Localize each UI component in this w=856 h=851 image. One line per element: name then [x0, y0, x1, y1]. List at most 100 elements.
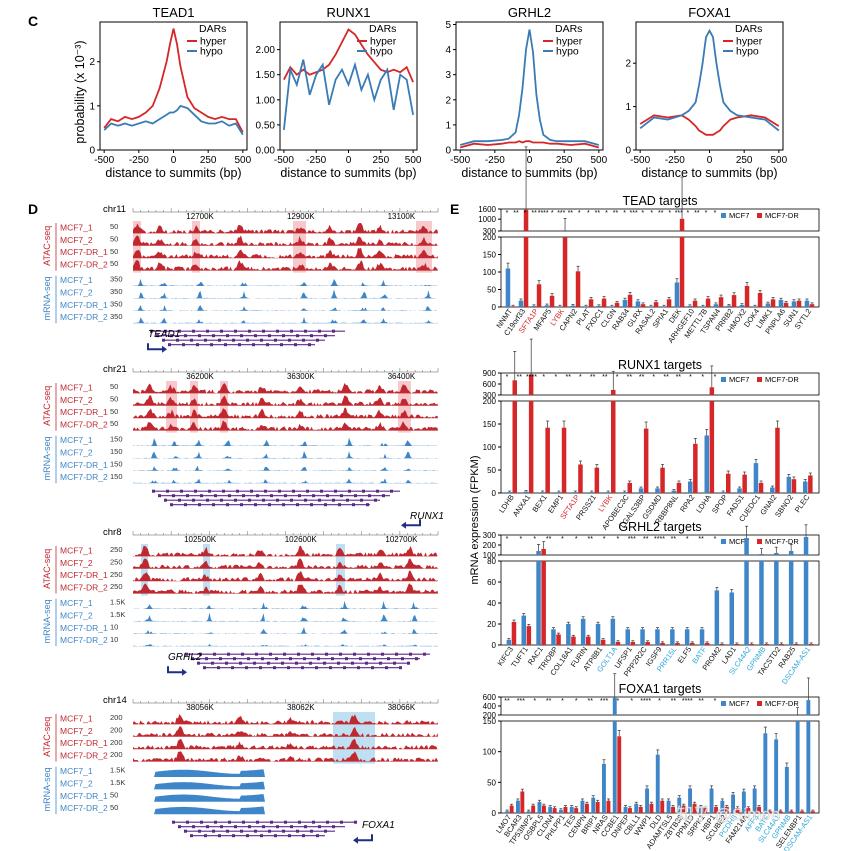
significance-stars: ** — [565, 374, 571, 381]
gene-exon — [226, 334, 229, 338]
legend-swatch-dr — [757, 213, 762, 218]
bar-mcf7-dr — [627, 482, 632, 493]
bar-mcf7 — [516, 800, 520, 813]
rna-scale-label: 150 — [110, 435, 123, 444]
bar-mcf7 — [688, 788, 692, 813]
gene-exon — [170, 503, 173, 507]
gene-exon — [275, 657, 278, 661]
gene-exon — [362, 489, 365, 493]
x-tick-label: 0 — [171, 155, 177, 166]
gene-exon — [191, 657, 194, 661]
genome-locus-foxa1: chr14 38056K 38062K 38066K MCF7_1 200 MCF7_2 20… — [42, 695, 439, 844]
rna-signal-track — [133, 289, 438, 299]
significance-stars: ** — [590, 374, 596, 381]
y-tick-label: 50 — [487, 778, 496, 787]
significance-stars: **** — [682, 698, 693, 705]
x-tick-label: 500 — [234, 155, 251, 166]
bar-mcf7 — [548, 806, 553, 813]
bar-mcf7 — [506, 639, 512, 646]
gene-exon — [302, 338, 305, 342]
significance-stars: ** — [671, 698, 677, 705]
bar-mcf7-dr — [614, 302, 620, 307]
bar-mcf7-dr — [660, 467, 665, 493]
coordinate-tick-label: 102600K — [285, 535, 318, 544]
gene-exon — [234, 825, 237, 829]
y-tick-label: 0 — [492, 641, 497, 650]
y-tick-label: 1000 — [478, 215, 496, 224]
significance-stars: * — [579, 374, 582, 381]
transcription-arrow-icon — [358, 834, 373, 842]
legend-label-dr: MCF7-DR — [765, 211, 799, 220]
bar-mcf7 — [531, 305, 537, 307]
rna-signal-track — [133, 612, 438, 622]
chart-title: FOXA1 targets — [619, 682, 702, 696]
gene-exon — [415, 657, 418, 661]
x-axis-label: distance to summits (bp) — [461, 166, 597, 180]
atac-sample-label: MCF7-DR_1 — [60, 407, 108, 417]
atac-signal-track — [133, 420, 438, 431]
bar-mcf7-dr — [528, 401, 534, 493]
rna-scale-label: 350 — [110, 275, 123, 284]
gene-exon — [345, 657, 348, 661]
bar-mcf7 — [739, 304, 745, 307]
gene-exon — [326, 820, 329, 824]
bar-mcf7 — [674, 282, 680, 307]
gene-exon — [205, 657, 208, 661]
coordinate-tick-label: 12900K — [287, 212, 315, 221]
significance-stars: * — [623, 210, 626, 217]
highlight-band — [220, 381, 228, 433]
gene-exon — [296, 334, 299, 338]
bar-mcf7-dr — [630, 641, 636, 645]
category-label: ANXA1 — [511, 493, 532, 518]
atac-sample-label: MCF7_1 — [60, 713, 93, 723]
significance-stars: ** — [595, 210, 601, 217]
legend-label-hyper: hyper — [200, 36, 227, 48]
significance-stars: * — [605, 210, 608, 217]
y-tick-label: 0 — [492, 809, 497, 818]
rna-sample-label: MCF7-DR_1 — [60, 623, 108, 633]
atac-scale-label: 50 — [110, 382, 118, 391]
gene-exon — [320, 489, 323, 493]
rna-group-label: mRNA-seq — [42, 276, 52, 320]
gene-exon — [218, 338, 221, 342]
gene-exon — [288, 834, 291, 838]
bar-mcf7-dr — [509, 805, 514, 813]
atac-signal-track — [133, 726, 438, 737]
atac-signal-track — [133, 570, 438, 582]
gene-exon — [255, 652, 258, 656]
bar-mcf7 — [540, 492, 545, 493]
bar-mcf7 — [709, 788, 714, 813]
y-tick-label: 0 — [625, 146, 631, 157]
gene-exon — [276, 498, 279, 502]
bar-mcf7-dr — [808, 644, 814, 645]
atac-signal-track — [133, 235, 438, 246]
atac-signal-track — [133, 247, 438, 259]
gene-exon — [234, 329, 237, 333]
gene-exon — [168, 343, 171, 347]
legend-swatch-mcf7 — [721, 377, 726, 382]
bar-mcf7 — [505, 811, 510, 813]
panel-e-ylabel: mRNA expression (FPKM) — [469, 456, 481, 585]
gene-exon — [242, 494, 245, 498]
bar-mcf7-dr — [726, 473, 731, 493]
bar-mcf7-upper — [774, 553, 779, 555]
significance-stars: ** — [627, 374, 633, 381]
significance-stars: * — [587, 210, 590, 217]
bar-mcf7 — [605, 492, 611, 493]
atac-scale-label: 200 — [110, 713, 123, 722]
y-tick-label: 1.50 — [256, 70, 276, 81]
gene-exon — [254, 829, 257, 833]
bar-mcf7 — [677, 797, 682, 813]
y-tick-label: 0.00 — [256, 146, 276, 157]
bar-mcf7-dr — [692, 803, 697, 813]
gene-exon — [192, 329, 195, 333]
bar-mcf7 — [786, 476, 792, 493]
bar-mcf7 — [595, 624, 601, 645]
significance-stars: * — [714, 210, 717, 217]
bar-mcf7-dr — [746, 808, 751, 813]
bar-mcf7 — [655, 754, 660, 813]
gene-exon — [304, 825, 307, 829]
significance-stars: * — [551, 210, 554, 217]
gene-exon — [329, 666, 332, 670]
